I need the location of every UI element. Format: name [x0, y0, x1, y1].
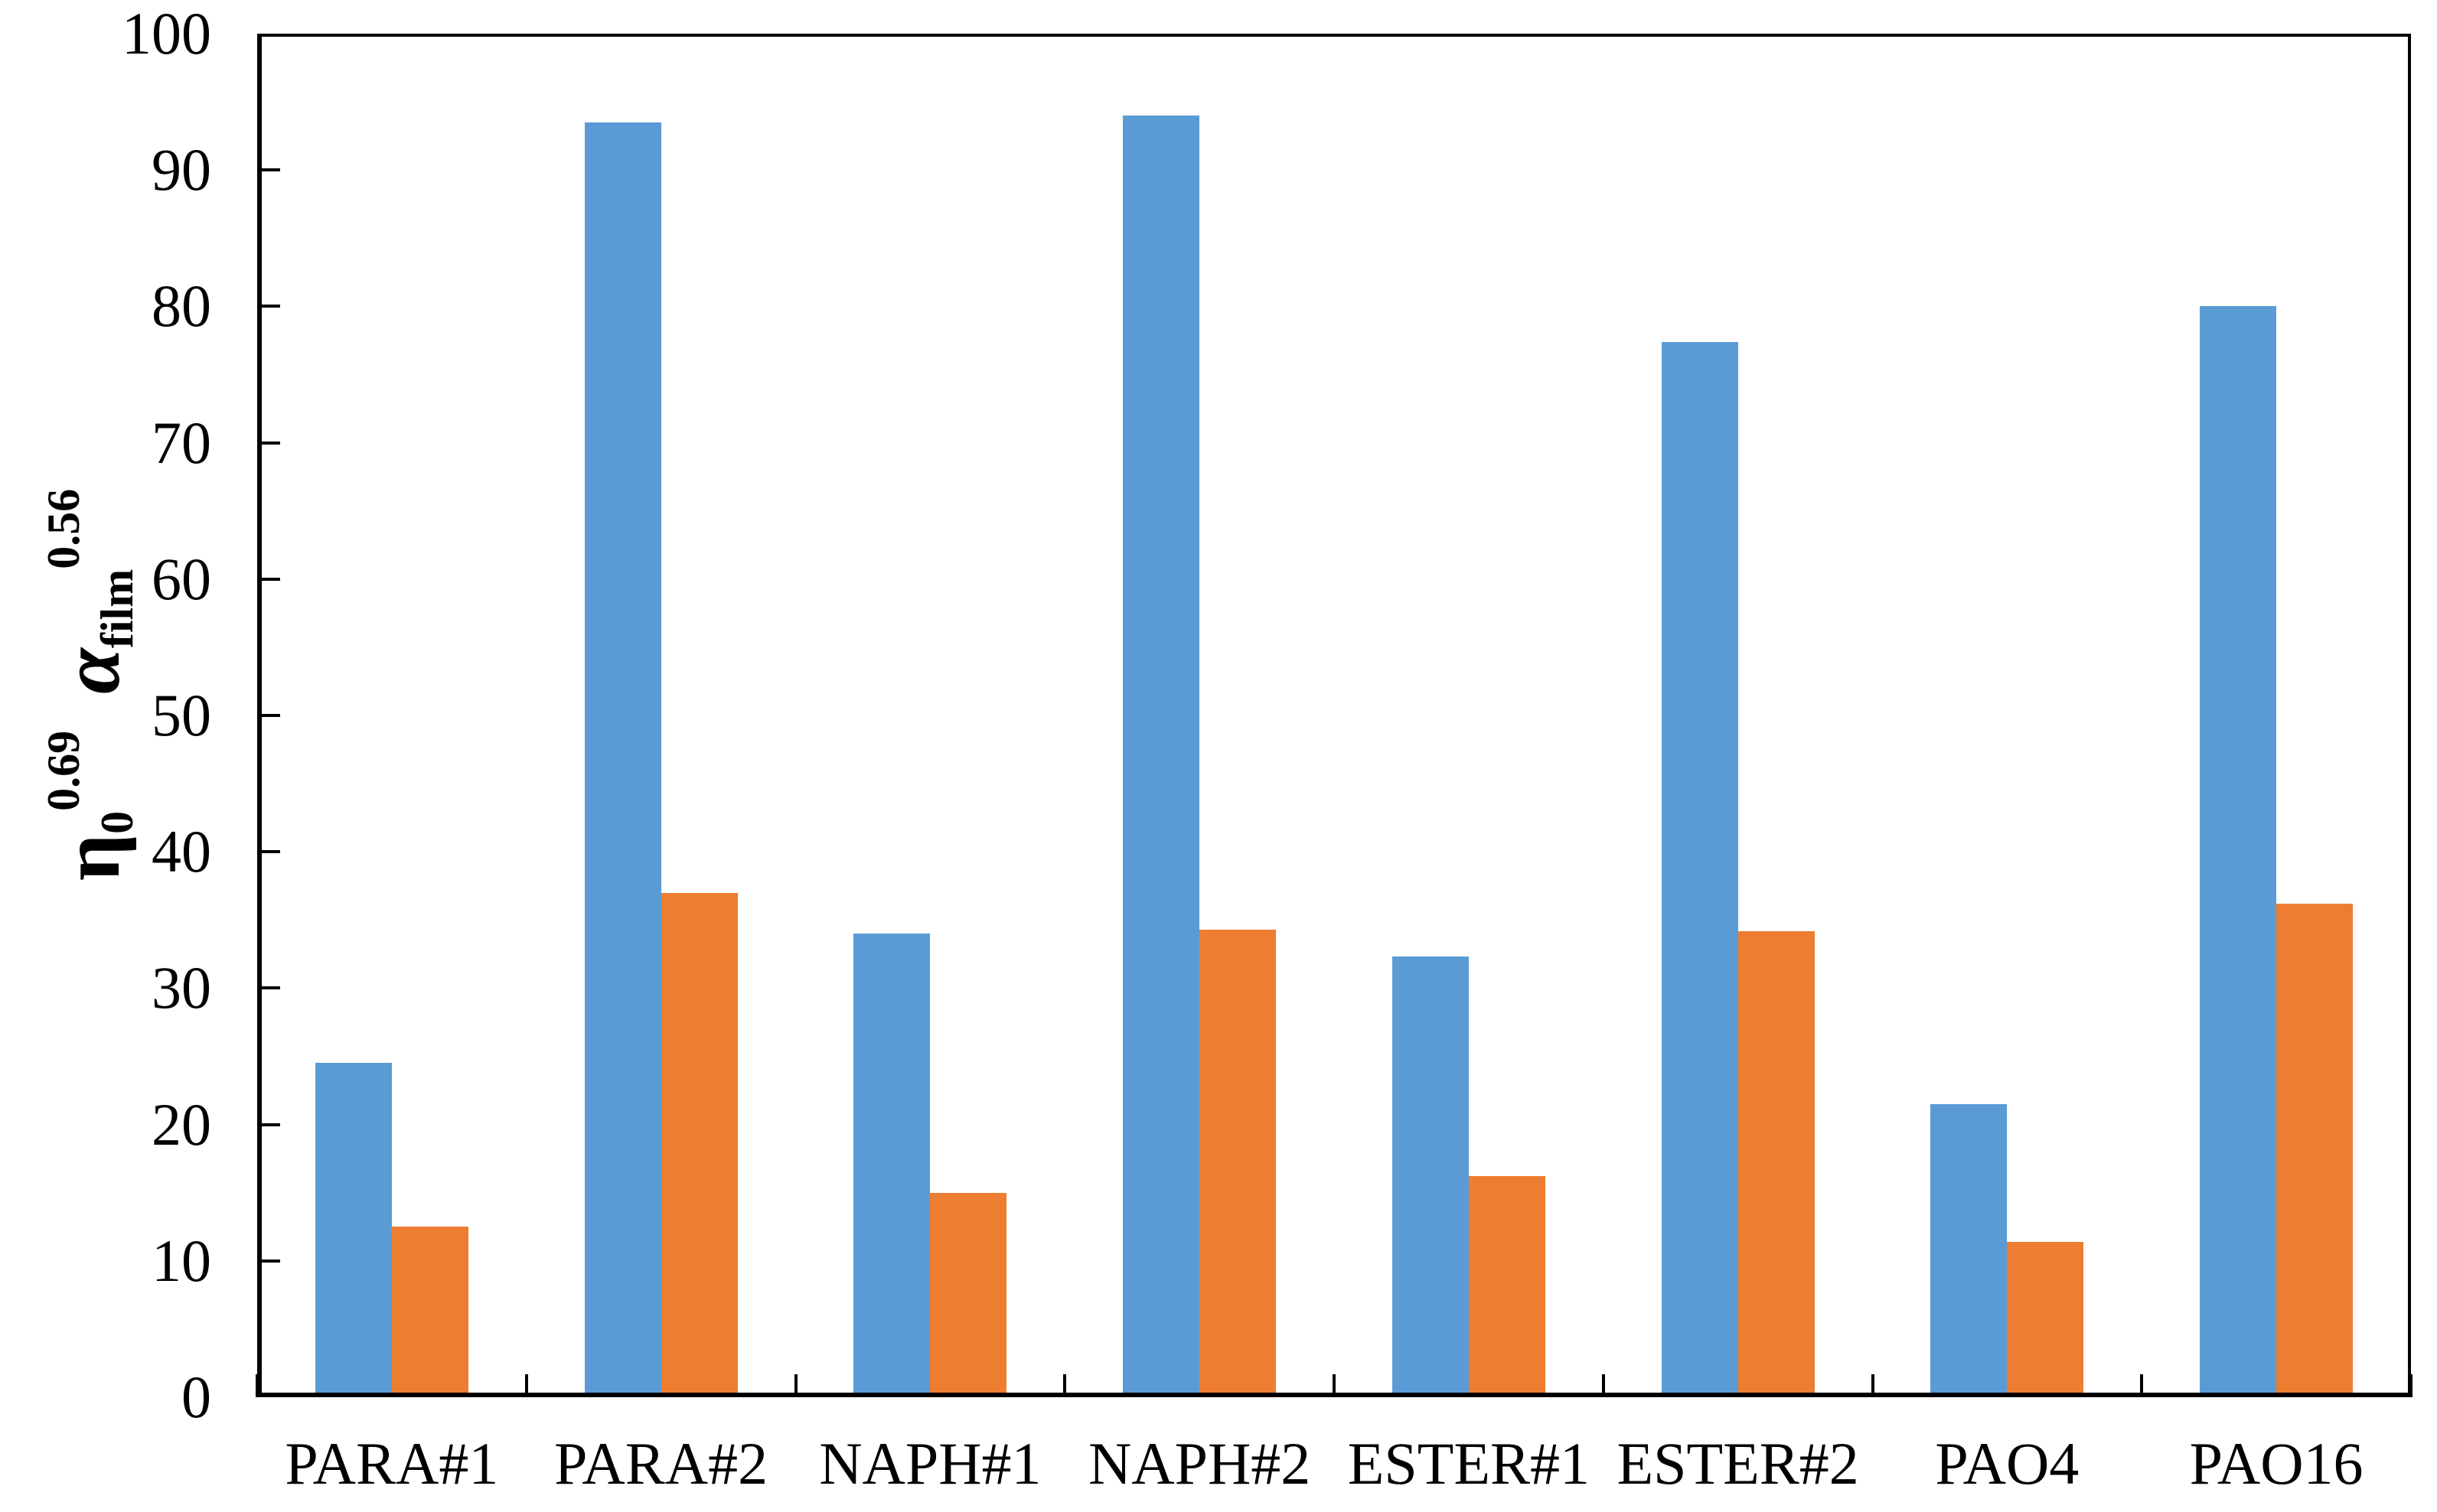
bar-blue-PAO16: [2200, 306, 2277, 1397]
y-tick-label-50: 50: [152, 682, 211, 748]
x-tick-7: [2140, 1374, 2144, 1397]
x-category-label-PARA#1: PARA#1: [285, 1430, 499, 1497]
x-category-label-PAO16: PAO16: [2189, 1430, 2364, 1497]
x-tick-2: [794, 1374, 798, 1397]
x-tick-3: [1063, 1374, 1067, 1397]
y-tick-label-40: 40: [152, 818, 211, 885]
bar-blue-PARA#1: [315, 1063, 392, 1397]
x-category-label-ESTER#1: ESTER#1: [1347, 1430, 1590, 1497]
bar-orange-PAO16: [2276, 903, 2354, 1397]
x-tick-1: [524, 1374, 528, 1397]
bar-blue-NAPH#1: [853, 934, 931, 1397]
bar-blue-PARA#2: [584, 122, 661, 1397]
x-tick-4: [1333, 1374, 1336, 1397]
bar-blue-NAPH#2: [1123, 115, 1200, 1397]
x-tick-6: [1871, 1374, 1874, 1397]
plot-border-top: [257, 34, 2411, 37]
y-tick-90: [257, 168, 280, 172]
y-tick-label-20: 20: [152, 1090, 211, 1158]
y-tick-20: [257, 1123, 280, 1126]
bar-orange-ESTER#2: [1737, 930, 1815, 1397]
y-tick-label-90: 90: [152, 136, 211, 204]
y-tick-label-70: 70: [152, 409, 211, 476]
x-category-label-PARA#2: PARA#2: [554, 1430, 768, 1497]
bar-orange-PARA#2: [661, 892, 738, 1397]
y-tick-60: [257, 577, 280, 581]
bar-orange-ESTER#1: [1468, 1176, 1545, 1397]
y-tick-label-80: 80: [152, 272, 211, 340]
y-tick-label-60: 60: [152, 545, 211, 612]
y-tick-70: [257, 441, 280, 445]
x-category-label-NAPH#1: NAPH#1: [819, 1430, 1042, 1497]
y-tick-10: [257, 1259, 280, 1263]
bar-orange-NAPH#2: [1199, 929, 1277, 1397]
y-tick-80: [257, 305, 280, 308]
bar-orange-NAPH#1: [930, 1192, 1007, 1397]
x-category-label-ESTER#2: ESTER#2: [1617, 1430, 1859, 1497]
x-category-label-NAPH#2: NAPH#2: [1088, 1430, 1311, 1497]
plot-area: [256, 34, 2413, 1397]
y-tick-50: [257, 714, 280, 717]
x-tick-5: [1601, 1374, 1605, 1397]
bar-blue-PAO4: [1930, 1103, 2008, 1397]
bar-orange-PAO4: [2007, 1241, 2084, 1397]
y-tick-label-10: 10: [152, 1227, 211, 1294]
y-tick-40: [257, 850, 280, 854]
x-category-label-PAO4: PAO4: [1935, 1430, 2080, 1497]
x-tick-8: [2409, 1374, 2413, 1397]
bar-blue-ESTER#1: [1391, 956, 1469, 1397]
bar-blue-ESTER#2: [1661, 341, 1738, 1397]
plot-border-right: [2408, 34, 2411, 1397]
y-tick-label-100: 100: [122, 0, 211, 67]
y-tick-label-30: 30: [152, 954, 211, 1022]
bar-orange-PARA#1: [391, 1227, 468, 1397]
y-tick-label-0: 0: [181, 1364, 211, 1430]
y-tick-30: [257, 986, 280, 990]
x-tick-0: [256, 1374, 259, 1397]
